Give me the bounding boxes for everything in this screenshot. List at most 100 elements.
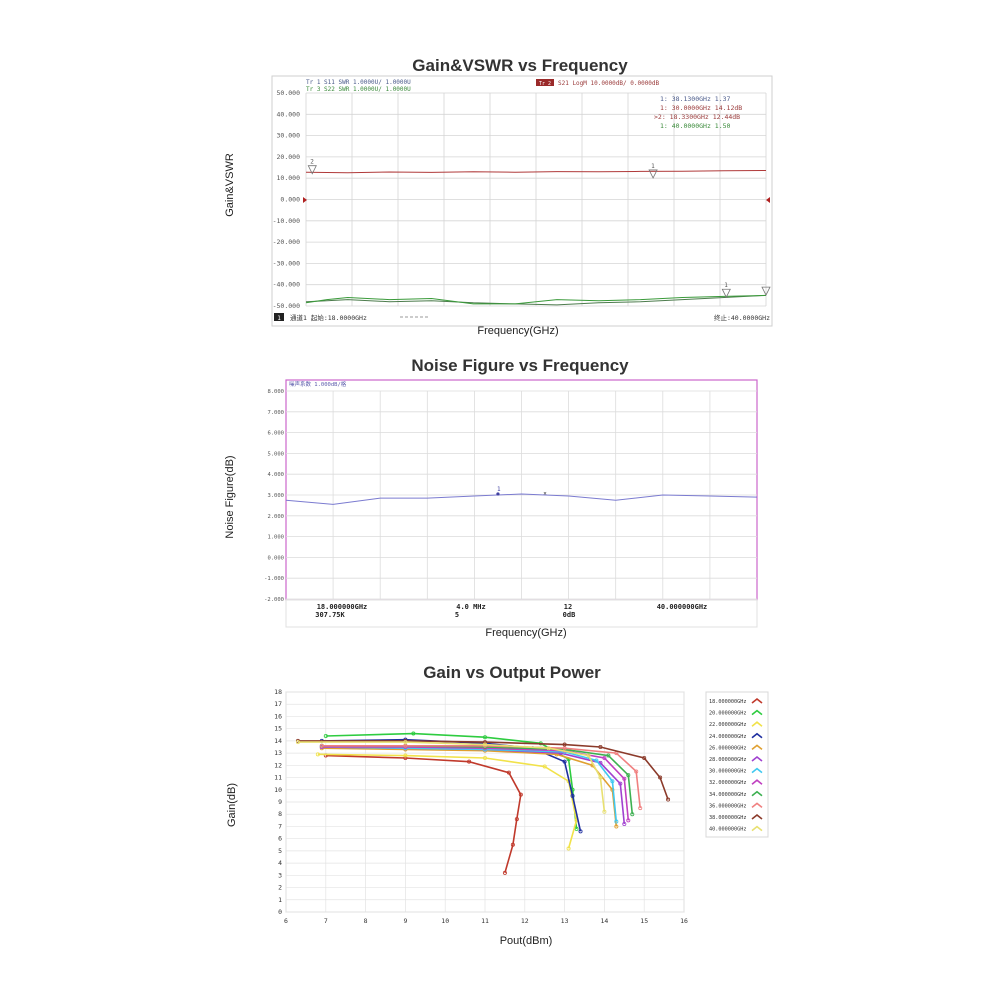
legend-label: 24.000000GHz — [709, 734, 746, 740]
chart-2-footer-avg: 5 — [455, 611, 459, 619]
data-point — [542, 764, 547, 769]
y-tick-label: 2.000 — [267, 514, 284, 520]
data-point — [634, 769, 639, 774]
y-tick-label: 3.000 — [267, 493, 284, 499]
marker-readout: 1: 40.0000GHz 1.50 — [660, 122, 731, 130]
data-point — [574, 826, 579, 831]
chart-1-header-tr1: Tr 1 S11 SWR 1.0000U/ 1.0000U — [306, 79, 411, 86]
marker-x-label: × — [543, 491, 547, 497]
chart-3-legend — [705, 691, 769, 838]
chart-1-footer-stop: 终止:40.0000GHz — [714, 313, 770, 322]
data-point — [323, 734, 328, 739]
y-tick-label: -40.000 — [273, 281, 300, 289]
legend-swatch — [751, 721, 763, 727]
y-tick-label: 15 — [274, 725, 282, 733]
chart-1-series — [305, 170, 767, 306]
data-point — [658, 775, 663, 780]
x-tick-label: 12 — [521, 917, 529, 925]
legend-label: 34.000000GHz — [709, 792, 746, 798]
data-point — [602, 756, 607, 761]
chart-3-legend-items: 18.000000GHz 20.000000GHz 22.000000GHz 24.0… — [709, 697, 763, 833]
x-tick-label: 13 — [561, 917, 569, 925]
y-tick-label: 1 — [278, 896, 282, 904]
data-point — [518, 792, 523, 797]
data-point — [403, 740, 408, 745]
marker-readout: 1: 30.0000GHz 14.12dB — [660, 104, 742, 112]
y-tick-label: 11 — [274, 774, 282, 782]
y-tick-label: 8 — [278, 810, 282, 818]
legend-swatch — [751, 744, 763, 751]
legend-swatch — [751, 779, 763, 785]
marker-triangle — [648, 169, 658, 179]
chart-1-marker-table: 1: 38.1300GHz 1.37 1: 30.0000GHz 14.12dB… — [654, 95, 742, 130]
data-point — [506, 770, 511, 775]
data-point — [638, 806, 643, 811]
chart-1-x-label: Frequency(GHz) — [477, 325, 558, 337]
chart-2-grid — [286, 390, 757, 600]
marker-point — [496, 492, 500, 496]
chart-2-footer-bw: 4.0 MHz — [456, 603, 486, 611]
data-point — [411, 731, 416, 736]
y-tick-label: 0 — [278, 908, 282, 916]
noise-figure-chart: Noise Figure vs Frequency 噪声系数 1.000dB/格… — [224, 356, 758, 639]
data-point — [319, 743, 324, 748]
chart-2-header: 噪声系数 1.000dB/格 — [289, 380, 347, 388]
legend-swatch — [751, 755, 763, 762]
data-point — [482, 735, 487, 740]
data-point — [630, 812, 635, 817]
legend-swatch — [751, 767, 763, 774]
series-line — [321, 744, 641, 809]
data-point — [514, 817, 519, 822]
y-tick-label: 10.000 — [277, 174, 301, 182]
y-tick-label: 13 — [274, 749, 282, 757]
data-point — [570, 793, 575, 798]
y-tick-label: 17 — [274, 700, 282, 708]
chart-3-x-ticks: 6 7 8 9 10 11 12 13 14 15 16 — [284, 917, 688, 925]
y-tick-label: 9 — [278, 798, 282, 806]
legend-swatch — [751, 697, 763, 704]
y-tick-label: 5.000 — [267, 451, 284, 457]
y-tick-label: 5 — [278, 847, 282, 855]
data-point — [614, 824, 619, 829]
data-point — [482, 756, 487, 761]
x-tick-label: 9 — [403, 917, 407, 925]
series-line-s21 — [305, 170, 767, 174]
marker-label: 2 — [310, 159, 314, 166]
y-tick-label: 2 — [278, 884, 282, 892]
legend-swatch — [751, 790, 763, 797]
data-point — [622, 822, 627, 827]
gain-vswr-chart: Gain&VSWR vs Frequency Tr 1 S11 SWR 1.00… — [224, 56, 773, 337]
chart-2-footer-box — [285, 599, 758, 628]
marker-label: 1 — [724, 282, 728, 289]
y-tick-label: 4 — [278, 859, 282, 867]
y-tick-label: 3 — [278, 871, 282, 879]
gain-vs-output-power-chart: Gain vs Output Power 6 7 8 9 10 11 12 13 14 15 16 … — [226, 663, 769, 947]
legend-label: 26.000000GHz — [709, 745, 746, 751]
y-tick-label: 7 — [278, 822, 282, 830]
x-tick-label: 7 — [324, 917, 328, 925]
series-line — [297, 740, 669, 800]
data-point — [586, 753, 591, 758]
chart-1-channel-badge: 1 — [277, 315, 281, 322]
chart-1-y-label: Gain&VSWR — [224, 153, 236, 217]
chart-2-footer-att: 0dB — [563, 611, 576, 619]
legend-swatch — [751, 732, 763, 739]
chart-1-header-tr2: S21 LogM 10.0000dB/ 0.0000dB — [558, 80, 660, 87]
x-tick-label: 11 — [481, 917, 489, 925]
data-point — [598, 745, 603, 750]
y-tick-label: 4.000 — [267, 472, 284, 478]
data-point — [642, 756, 647, 761]
data-point — [315, 752, 320, 757]
chart-3-grid — [285, 691, 685, 913]
marker-label: 1 — [651, 163, 655, 170]
x-tick-label: 16 — [680, 917, 688, 925]
y-tick-label: -1.000 — [264, 576, 284, 582]
data-point — [482, 740, 487, 745]
data-point — [598, 775, 603, 780]
marker-triangle — [307, 165, 317, 175]
chart-2-footer-temp: 307.75K — [315, 611, 345, 619]
y-tick-label: 40.000 — [277, 110, 301, 118]
noise-figure-line — [285, 493, 758, 505]
data-point — [622, 776, 627, 781]
